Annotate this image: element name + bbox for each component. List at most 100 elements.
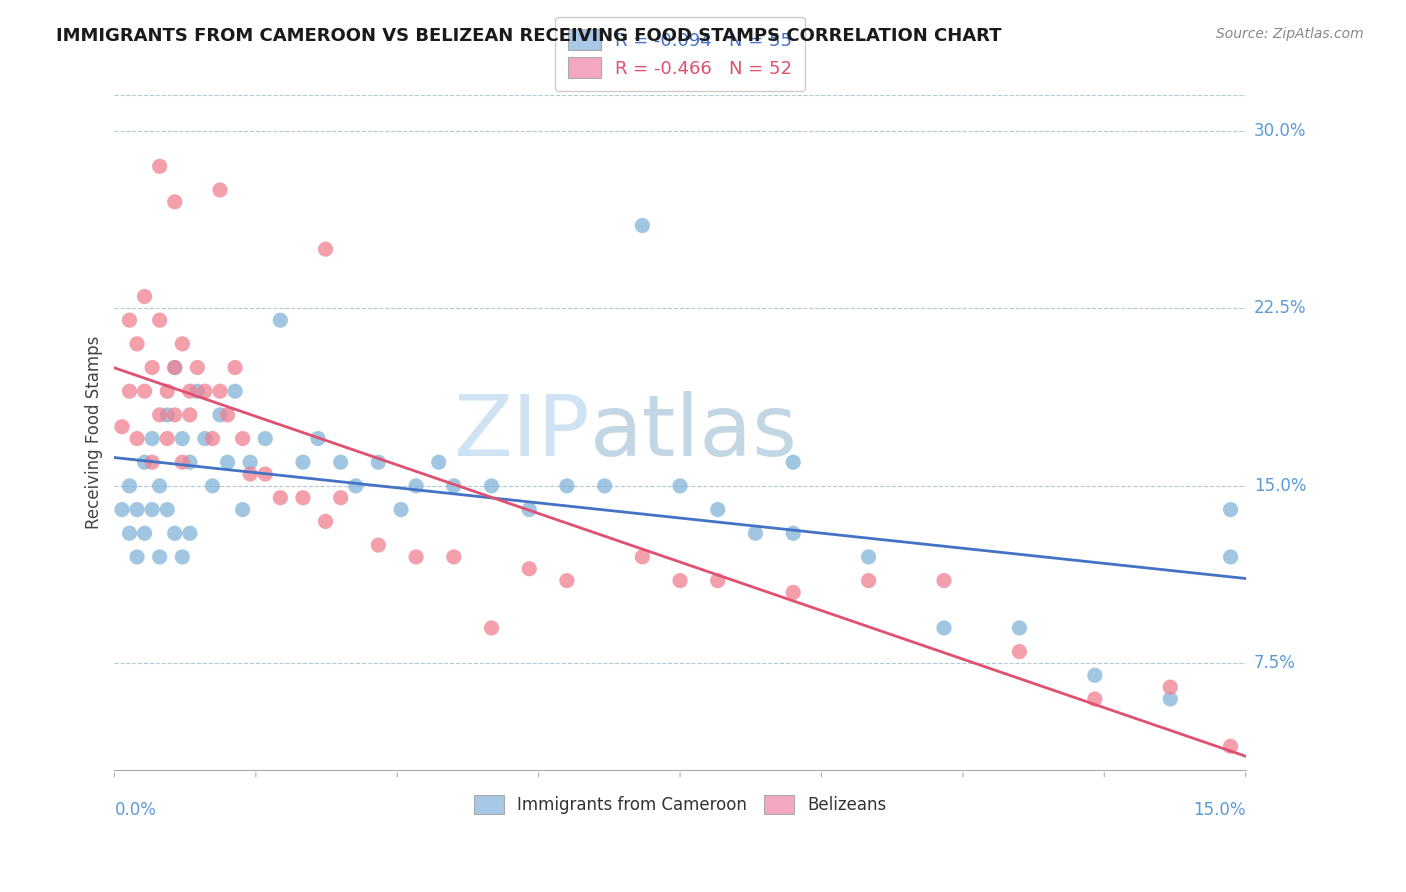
- Legend: Immigrants from Cameroon, Belizeans: Immigrants from Cameroon, Belizeans: [465, 787, 894, 822]
- Point: [201, 479, 224, 493]
- Text: 22.5%: 22.5%: [1254, 300, 1306, 318]
- Point: [118, 384, 141, 399]
- Point: [111, 419, 134, 434]
- Point: [208, 384, 231, 399]
- Point: [517, 502, 540, 516]
- Point: [134, 455, 156, 469]
- Point: [217, 455, 239, 469]
- Point: [172, 432, 194, 446]
- Y-axis label: Receiving Food Stamps: Receiving Food Stamps: [86, 336, 103, 529]
- Point: [141, 502, 163, 516]
- Point: [1219, 549, 1241, 564]
- Point: [125, 432, 148, 446]
- Point: [481, 621, 503, 635]
- Point: [389, 502, 412, 516]
- Point: [208, 408, 231, 422]
- Point: [141, 360, 163, 375]
- Point: [149, 549, 172, 564]
- Point: [149, 479, 172, 493]
- Point: [254, 467, 277, 481]
- Point: [1219, 739, 1241, 754]
- Point: [156, 384, 179, 399]
- Point: [932, 574, 955, 588]
- Point: [1219, 502, 1241, 516]
- Point: [344, 479, 367, 493]
- Point: [427, 455, 450, 469]
- Point: [172, 336, 194, 351]
- Point: [443, 479, 465, 493]
- Point: [1084, 692, 1107, 706]
- Point: [367, 538, 389, 552]
- Text: Source: ZipAtlas.com: Source: ZipAtlas.com: [1216, 27, 1364, 41]
- Point: [118, 479, 141, 493]
- Point: [315, 515, 337, 529]
- Text: 15.0%: 15.0%: [1254, 477, 1306, 495]
- Point: [186, 384, 208, 399]
- Point: [149, 408, 172, 422]
- Text: 30.0%: 30.0%: [1254, 122, 1306, 140]
- Point: [443, 549, 465, 564]
- Point: [555, 574, 578, 588]
- Point: [858, 574, 880, 588]
- Point: [149, 159, 172, 173]
- Point: [194, 432, 217, 446]
- Point: [179, 455, 201, 469]
- Point: [239, 467, 262, 481]
- Point: [269, 313, 291, 327]
- Point: [329, 455, 352, 469]
- Point: [186, 360, 208, 375]
- Point: [329, 491, 352, 505]
- Point: [782, 526, 804, 541]
- Text: 15.0%: 15.0%: [1194, 800, 1246, 819]
- Point: [481, 479, 503, 493]
- Point: [782, 585, 804, 599]
- Point: [179, 526, 201, 541]
- Point: [163, 526, 186, 541]
- Point: [517, 562, 540, 576]
- Point: [125, 336, 148, 351]
- Point: [1159, 680, 1181, 694]
- Point: [141, 432, 163, 446]
- Point: [706, 502, 728, 516]
- Point: [156, 408, 179, 422]
- Point: [125, 502, 148, 516]
- Point: [149, 313, 172, 327]
- Point: [134, 384, 156, 399]
- Point: [172, 549, 194, 564]
- Point: [555, 479, 578, 493]
- Point: [291, 455, 314, 469]
- Text: atlas: atlas: [589, 391, 797, 475]
- Point: [631, 219, 654, 233]
- Point: [208, 183, 231, 197]
- Point: [111, 502, 134, 516]
- Text: IMMIGRANTS FROM CAMEROON VS BELIZEAN RECEIVING FOOD STAMPS CORRELATION CHART: IMMIGRANTS FROM CAMEROON VS BELIZEAN REC…: [56, 27, 1001, 45]
- Point: [782, 455, 804, 469]
- Point: [291, 491, 314, 505]
- Point: [179, 408, 201, 422]
- Point: [156, 432, 179, 446]
- Point: [239, 455, 262, 469]
- Point: [1084, 668, 1107, 682]
- Point: [156, 502, 179, 516]
- Point: [1008, 621, 1031, 635]
- Point: [405, 549, 427, 564]
- Point: [118, 313, 141, 327]
- Text: 7.5%: 7.5%: [1254, 655, 1296, 673]
- Point: [125, 549, 148, 564]
- Point: [307, 432, 329, 446]
- Point: [163, 360, 186, 375]
- Point: [593, 479, 616, 493]
- Point: [134, 289, 156, 303]
- Point: [269, 491, 291, 505]
- Point: [141, 455, 163, 469]
- Point: [179, 384, 201, 399]
- Point: [217, 408, 239, 422]
- Point: [163, 194, 186, 209]
- Point: [224, 360, 246, 375]
- Point: [172, 455, 194, 469]
- Point: [669, 574, 692, 588]
- Point: [254, 432, 277, 446]
- Point: [232, 432, 254, 446]
- Point: [134, 526, 156, 541]
- Point: [631, 549, 654, 564]
